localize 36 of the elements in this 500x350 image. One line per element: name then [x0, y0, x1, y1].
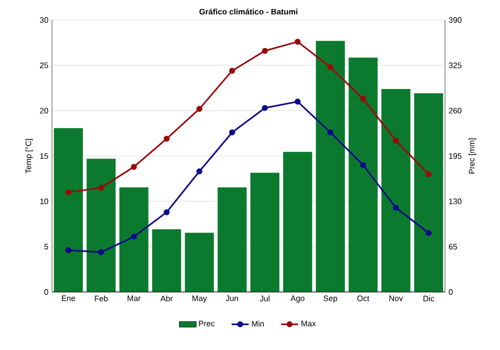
bar — [316, 40, 345, 292]
point — [327, 64, 334, 70]
bar — [152, 229, 182, 292]
point — [294, 38, 301, 45]
point — [164, 136, 170, 142]
bar — [184, 232, 214, 292]
point — [392, 138, 399, 144]
point — [130, 234, 137, 240]
point — [294, 98, 301, 105]
point — [229, 129, 236, 136]
bar — [348, 58, 378, 292]
point — [360, 96, 366, 102]
point — [196, 168, 202, 174]
bar — [250, 172, 280, 292]
point — [426, 230, 432, 236]
point — [164, 209, 170, 216]
point — [392, 204, 399, 211]
bar — [218, 187, 247, 292]
bar — [54, 128, 83, 292]
point — [98, 249, 104, 256]
bar — [283, 152, 312, 292]
point — [196, 106, 202, 112]
bar — [414, 93, 444, 292]
point — [65, 189, 72, 196]
point — [262, 48, 268, 54]
point — [262, 104, 268, 111]
bar — [381, 89, 410, 292]
bar — [119, 187, 148, 292]
point — [229, 68, 236, 74]
bar — [86, 158, 116, 292]
point — [98, 184, 104, 191]
point — [65, 247, 72, 254]
point — [360, 162, 366, 168]
point — [327, 129, 334, 136]
point — [130, 164, 137, 170]
point — [426, 171, 432, 178]
